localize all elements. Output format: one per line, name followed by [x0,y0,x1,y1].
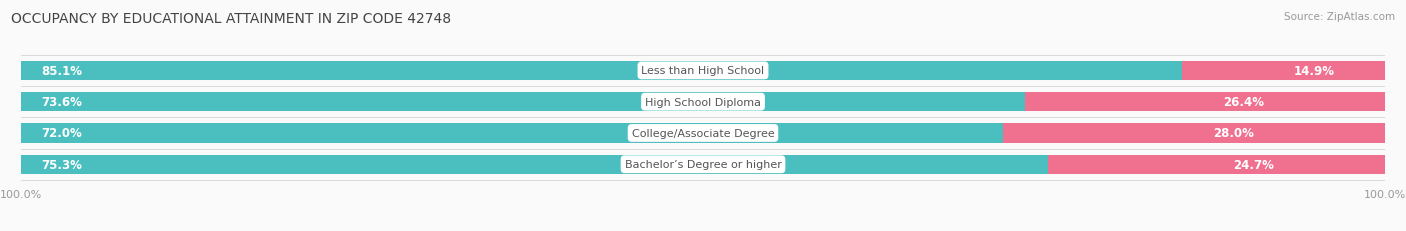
Text: 24.7%: 24.7% [1233,158,1274,171]
Text: College/Associate Degree: College/Associate Degree [631,128,775,138]
Text: 72.0%: 72.0% [42,127,83,140]
Text: Less than High School: Less than High School [641,66,765,76]
Text: 85.1%: 85.1% [42,65,83,78]
Bar [1047,155,1385,174]
Text: 75.3%: 75.3% [42,158,83,171]
Text: 28.0%: 28.0% [1213,127,1254,140]
Bar [21,93,1025,112]
Bar [21,124,1002,143]
Bar [21,61,1181,81]
Bar [21,124,1385,143]
Legend: Owner-occupied, Renter-occupied: Owner-occupied, Renter-occupied [582,226,824,231]
Text: High School Diploma: High School Diploma [645,97,761,107]
Text: 26.4%: 26.4% [1223,96,1264,109]
Bar [21,155,1385,174]
Text: OCCUPANCY BY EDUCATIONAL ATTAINMENT IN ZIP CODE 42748: OCCUPANCY BY EDUCATIONAL ATTAINMENT IN Z… [11,12,451,25]
Bar [1181,61,1385,81]
Bar [1002,124,1385,143]
Text: 14.9%: 14.9% [1294,65,1334,78]
Bar [21,93,1385,112]
Text: Source: ZipAtlas.com: Source: ZipAtlas.com [1284,12,1395,21]
Text: 73.6%: 73.6% [42,96,83,109]
Bar [1025,93,1385,112]
Bar [21,155,1047,174]
Text: Bachelor’s Degree or higher: Bachelor’s Degree or higher [624,160,782,170]
Bar [21,61,1385,81]
